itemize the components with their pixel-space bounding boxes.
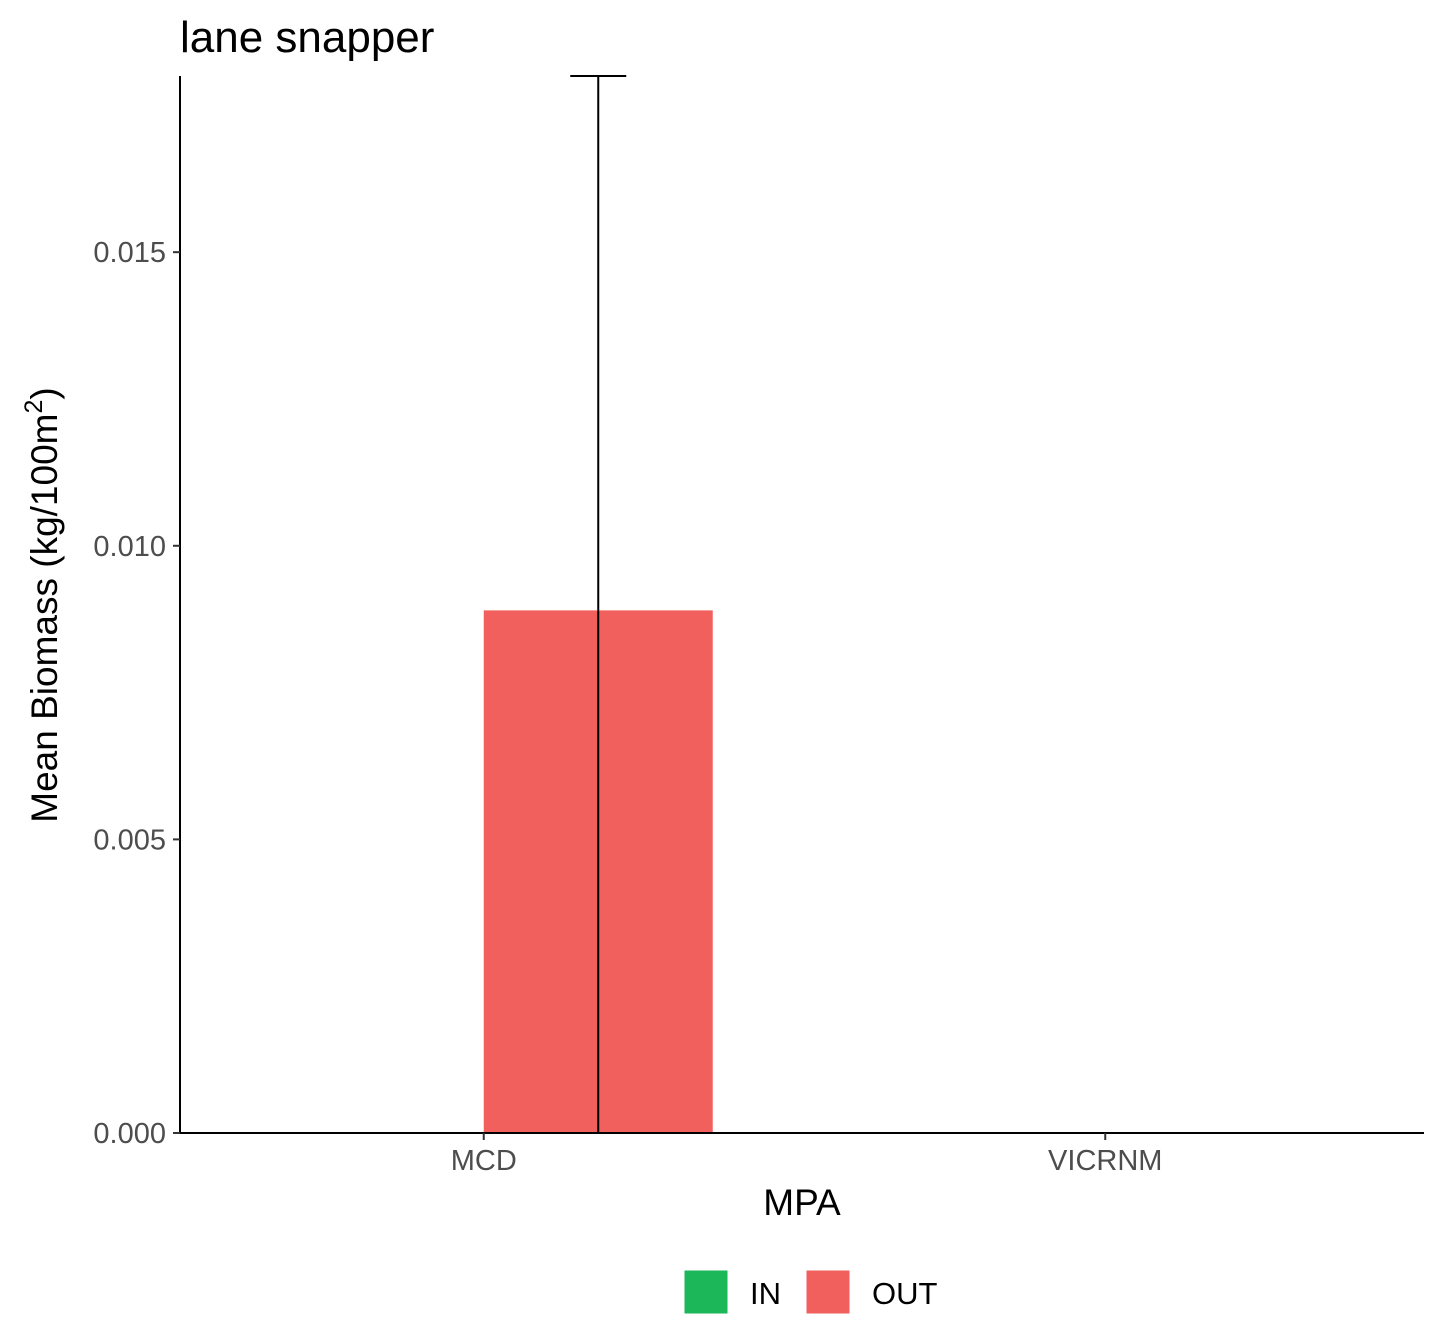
legend: IN OUT: [683, 1269, 938, 1315]
legend-label-IN: IN: [750, 1276, 781, 1311]
chart-title: lane snapper: [180, 13, 434, 62]
y-axis-title-main: Mean Biomass (kg/100m: [24, 414, 65, 823]
x-axis-title: MPA: [763, 1182, 841, 1223]
y-tick-label: 0.005: [93, 824, 166, 856]
y-axis-ticks: 0.000 0.005 0.010 0.015: [93, 237, 180, 1150]
legend-key-OUT: [805, 1269, 851, 1315]
legend-label-OUT: OUT: [872, 1276, 938, 1311]
y-axis-title-superscript: 2: [20, 400, 48, 414]
x-tick-label: MCD: [451, 1145, 517, 1177]
legend-key-IN: [683, 1269, 729, 1315]
x-tick-label: VICRNM: [1048, 1145, 1162, 1177]
x-axis-ticks: MCD VICRNM: [451, 1133, 1162, 1177]
y-axis-title: Mean Biomass (kg/100m2): [20, 387, 65, 822]
y-tick-label: 0.010: [93, 531, 166, 563]
y-tick-label: 0.000: [93, 1118, 166, 1150]
errorbar-layer: [341, 75, 1248, 1133]
y-tick-label: 0.015: [93, 237, 166, 269]
y-axis-title-suffix: ): [24, 387, 65, 399]
